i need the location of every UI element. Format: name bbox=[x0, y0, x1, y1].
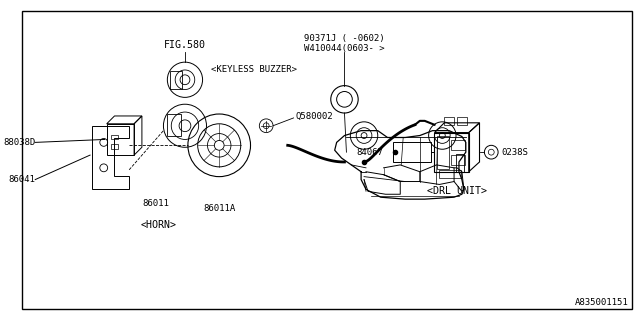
Text: <DRL UNIT>: <DRL UNIT> bbox=[427, 186, 487, 196]
Text: <HORN>: <HORN> bbox=[141, 220, 177, 229]
Bar bbox=[167, 114, 181, 136]
Bar bbox=[440, 170, 461, 178]
Bar bbox=[111, 144, 118, 149]
Text: 0238S: 0238S bbox=[501, 148, 528, 157]
Bar bbox=[107, 124, 134, 155]
Text: Q580002: Q580002 bbox=[296, 112, 333, 122]
Text: 86011A: 86011A bbox=[203, 204, 236, 213]
Text: 86041: 86041 bbox=[8, 175, 35, 184]
Text: <KEYLESS BUZZER>: <KEYLESS BUZZER> bbox=[211, 66, 298, 75]
Bar bbox=[437, 136, 449, 169]
Bar bbox=[444, 117, 454, 125]
Text: 88038D: 88038D bbox=[3, 138, 35, 147]
Text: 90371J ( -0602): 90371J ( -0602) bbox=[304, 34, 385, 43]
Bar bbox=[457, 117, 467, 125]
Text: W410044(0603- >: W410044(0603- > bbox=[304, 44, 385, 53]
Text: 84067: 84067 bbox=[356, 148, 383, 157]
Bar bbox=[451, 155, 465, 165]
Text: A835001151: A835001151 bbox=[575, 298, 628, 308]
Bar bbox=[451, 140, 465, 150]
Text: FIG.580: FIG.580 bbox=[164, 40, 206, 50]
Bar bbox=[170, 71, 182, 89]
Bar bbox=[456, 154, 464, 172]
Text: 86011: 86011 bbox=[142, 198, 169, 208]
Bar bbox=[111, 134, 118, 140]
Bar bbox=[394, 142, 431, 162]
